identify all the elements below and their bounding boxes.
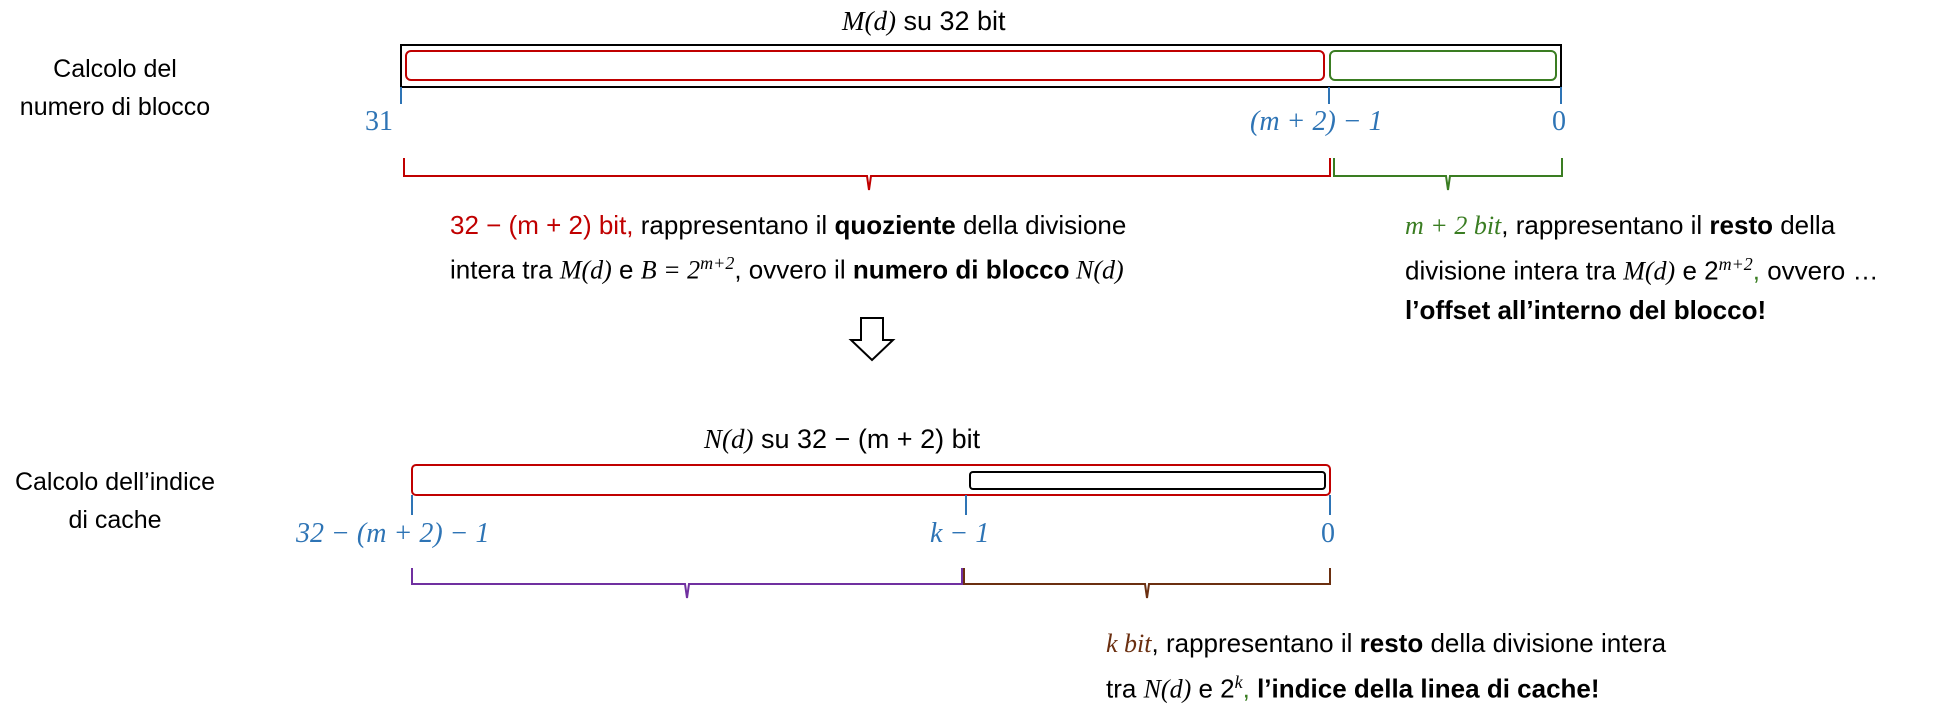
tick-label-text: 32 − (m + 2) − 1 xyxy=(296,518,490,549)
desc-text: intera tra xyxy=(450,254,560,285)
desc-math: N(d) xyxy=(1069,255,1124,285)
register-md-outer xyxy=(400,44,1562,88)
side-label-line: Calcolo del xyxy=(53,55,177,83)
tick-label-left-2: 32 − (m + 2) − 1 xyxy=(296,518,490,550)
desc-text: , rappresentano il xyxy=(1501,210,1710,240)
register-nd-outer xyxy=(411,464,1331,496)
register-md-quotient-field xyxy=(405,50,1325,81)
side-label-line: Calcolo dell’indice xyxy=(14,468,216,496)
remainder-description: m + 2 bit, rappresentano il resto della … xyxy=(1405,206,1878,329)
side-label-cache-index: Calcolo dell’indice di cache xyxy=(0,463,230,539)
desc-text: divisione intera tra xyxy=(1405,255,1624,286)
down-arrow-icon xyxy=(848,317,896,362)
index-description-line1: k bit, rappresentano il resto della divi… xyxy=(1106,624,1666,663)
tick-label-0-top: 0 xyxy=(1552,106,1566,137)
index-bits-label: k bit xyxy=(1106,629,1152,658)
desc-text: ovvero … xyxy=(1759,255,1879,286)
title-text: su 32 bit xyxy=(895,6,1006,36)
desc-exponent: k xyxy=(1234,672,1243,692)
offset-bits-label: m + 2 bit xyxy=(1405,211,1502,240)
tick-label-k-minus-1: k − 1 xyxy=(930,518,989,550)
register-nd-index-field xyxy=(969,471,1326,490)
register-md-title: M(d) su 32 bit xyxy=(842,6,1006,37)
desc-text: , rappresentano il xyxy=(1151,628,1360,658)
tick-label-0-bottom: 0 xyxy=(1321,518,1335,549)
desc-text: della divisione intera xyxy=(1423,628,1667,658)
desc-math: M(d) xyxy=(1623,256,1676,286)
desc-comma: , xyxy=(1242,673,1250,704)
side-label-line: di cache xyxy=(68,506,162,534)
quotient-bits-label: 32 − (m + 2) bit, xyxy=(450,210,634,240)
desc-text: e 2 xyxy=(1191,673,1235,704)
desc-math: M(d) xyxy=(559,255,612,285)
desc-math: N(d) xyxy=(1143,674,1192,704)
desc-bold: resto xyxy=(1359,628,1424,658)
side-label-block-number: Calcolo del numero di blocco xyxy=(0,50,230,126)
remainder-description-line2: divisione intera tra M(d) e 2m+2, ovvero… xyxy=(1405,245,1878,291)
desc-bold: l’offset all’interno del blocco! xyxy=(1405,294,1767,325)
title-function: M(d) xyxy=(842,6,896,36)
desc-bold: quoziente xyxy=(834,210,956,240)
brace-index xyxy=(963,568,1331,599)
desc-bold: numero di blocco xyxy=(852,254,1070,285)
side-label-line: numero di blocco xyxy=(19,93,211,121)
desc-exponent: m+2 xyxy=(1718,254,1753,274)
desc-bold: l’indice della linea di cache! xyxy=(1249,673,1600,704)
desc-text: tra xyxy=(1106,673,1144,704)
brace-offset xyxy=(1333,158,1563,191)
title-text: su 32 − (m + 2) bit xyxy=(753,424,981,454)
brace-tag xyxy=(411,568,963,599)
tick-label-text: (m + 2) − 1 xyxy=(1250,106,1383,137)
desc-text: , ovvero il xyxy=(734,254,853,285)
register-nd-title: N(d) su 32 − (m + 2) bit xyxy=(704,424,980,455)
desc-text: e 2 xyxy=(1675,255,1719,286)
quotient-description-line2: intera tra M(d) e B = 2m+2, ovvero il nu… xyxy=(450,244,1126,290)
desc-text: rappresentano il xyxy=(633,210,835,240)
quotient-description-line1: 32 − (m + 2) bit, rappresentano il quozi… xyxy=(450,206,1126,244)
brace-quotient xyxy=(403,158,1331,191)
remainder-description-line3: l’offset all’interno del blocco! xyxy=(1405,291,1878,329)
index-description-line2: tra N(d) e 2k, l’indice della linea di c… xyxy=(1106,663,1666,709)
title-function: N(d) xyxy=(704,424,754,454)
tick-label-31: 31 xyxy=(365,106,393,137)
desc-text: della xyxy=(1773,210,1836,240)
register-md-offset-field xyxy=(1329,50,1557,81)
desc-bold: resto xyxy=(1709,210,1773,240)
remainder-description-line1: m + 2 bit, rappresentano il resto della xyxy=(1405,206,1878,245)
desc-comma: , xyxy=(1752,255,1760,286)
desc-math: B = 2 xyxy=(640,255,701,285)
desc-exponent: m+2 xyxy=(700,253,735,273)
tick-label-m2-minus-1: (m + 2) − 1 xyxy=(1250,106,1383,138)
desc-text: e xyxy=(611,254,641,285)
tick-label-text: k − 1 xyxy=(930,518,990,549)
quotient-description: 32 − (m + 2) bit, rappresentano il quozi… xyxy=(450,206,1126,290)
index-description: k bit, rappresentano il resto della divi… xyxy=(1106,624,1666,709)
desc-text: della divisione xyxy=(955,210,1127,240)
